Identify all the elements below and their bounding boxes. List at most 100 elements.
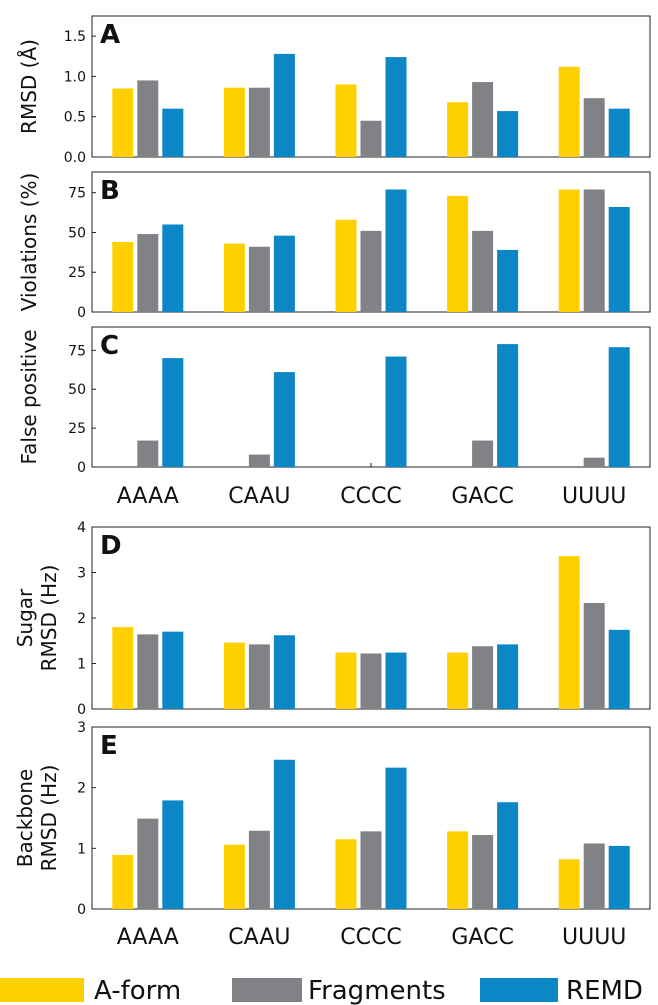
bar-remd-uuuu [608,207,630,312]
y-tick-label: 25 [68,421,86,437]
y-axis-title: False positive [17,329,41,464]
bar-a-form-aaaa [112,88,134,157]
bar-remd-caau [273,53,295,157]
bar-fragments-cccc [360,230,382,312]
category-label-cccc: CCCC [340,484,401,509]
y-axis-title: RMSD (Å) [17,39,41,134]
category-label-caau: CAAU [228,484,290,509]
bar-fragments-caau [248,454,270,467]
bar-remd-caau [273,635,295,709]
bar-remd-gacc [497,802,519,909]
bar-a-form-caau [223,844,245,909]
y-tick-label: 50 [68,382,86,398]
y-axis-title-line: RMSD (Hz) [37,565,61,672]
bar-fragments-uuuu [583,602,605,709]
y-tick-label: 2 [77,781,86,797]
bar-remd-uuuu [608,108,630,157]
panel-b: 0 25 50 75 B Violations (%) [17,171,651,321]
bar-remd-cccc [385,356,407,467]
bar-remd-caau [273,235,295,312]
panel-c: 0 25 50 75 AAAA CAAU CCCC GACC UUUU C False positi… [17,326,651,509]
y-tick-label: 0 [77,460,86,476]
y-tick-label: 1 [77,841,86,857]
y-tick-label: 0 [77,902,86,918]
bar-fragments-aaaa [137,440,159,467]
bar-fragments-caau [248,830,270,909]
bar-a-form-caau [223,243,245,312]
y-tick-label: 1 [77,657,86,673]
bar-a-form-caau [223,87,245,157]
legend-label-remd: REMD [566,976,643,1005]
bar-fragments-aaaa [137,80,159,157]
bar-a-form-cccc [335,839,357,909]
category-label-uuuu: UUUU [562,925,626,950]
panel-e: 0 1 2 3 AAAA CAAU CCCC GACC UUUU E Backbone RMSD (H… [13,720,651,950]
y-axis-title-line: RMSD (Hz) [37,765,61,872]
bar-fragments-uuuu [583,189,605,312]
legend-label-fragments: Fragments [308,976,446,1005]
bar-remd-caau [273,759,295,909]
bar-fragments-aaaa [137,634,159,709]
bar-fragments-cccc [360,120,382,157]
bar-remd-uuuu [608,347,630,467]
bar-remd-aaaa [162,358,184,467]
y-tick-label: 1.5 [64,29,86,45]
bar-a-form-gacc [447,831,469,909]
legend-swatch-fragments [232,978,302,1002]
bar-a-form-aaaa [112,627,134,709]
y-tick-label: 75 [68,343,86,359]
panel-letter: A [100,20,120,50]
panel-letter: D [100,531,122,561]
bar-remd-caau [273,372,295,467]
category-label-aaaa: AAAA [117,925,179,950]
bar-fragments-caau [248,644,270,709]
y-tick-label: 4 [77,520,86,536]
bar-fragments-uuuu [583,457,605,467]
y-tick-label: 50 [68,225,86,241]
legend-swatch-remd [480,978,558,1002]
bar-a-form-aaaa [112,242,134,312]
legend: A-form Fragments REMD [0,976,643,1005]
y-tick-label: 75 [68,186,86,202]
chart-panels: 0.0 0.5 1.0 1.5 A RMSD (Å) 0 25 50 75 B Violations … [13,15,651,950]
bar-remd-cccc [385,57,407,157]
bar-a-form-gacc [447,195,469,312]
bar-a-form-uuuu [558,66,580,157]
bar-remd-uuuu [608,845,630,909]
bar-remd-gacc [497,344,519,467]
bar-fragments-caau [248,246,270,312]
legend-swatch-a-form [0,978,84,1002]
bar-a-form-aaaa [112,855,134,909]
bar-remd-aaaa [162,800,184,909]
panel-letter: B [100,176,120,206]
y-tick-label: 1.0 [64,69,86,85]
bar-remd-aaaa [162,108,184,157]
category-label-caau: CAAU [228,925,290,950]
bar-fragments-cccc [360,653,382,709]
panel-d: 0 1 2 3 4D Sugar RMSD (Hz) [13,520,651,718]
y-tick-label: 0 [77,305,86,321]
bar-remd-gacc [497,644,519,709]
category-label-gacc: GACC [451,484,513,509]
y-tick-label: 25 [68,265,86,281]
y-axis-title: Violations (%) [17,173,41,312]
bar-a-form-gacc [447,652,469,709]
panel-letter: C [100,331,119,361]
bar-fragments-aaaa [137,818,159,909]
bar-fragments-gacc [472,82,494,157]
bar-a-form-cccc [335,652,357,709]
category-label-uuuu: UUUU [562,484,626,509]
bar-fragments-gacc [472,834,494,909]
bar-fragments-gacc [472,646,494,709]
y-tick-label: 0.0 [64,150,86,166]
bar-a-form-uuuu [558,556,580,709]
category-label-gacc: GACC [451,925,513,950]
bar-remd-gacc [497,249,519,312]
bar-remd-cccc [385,767,407,909]
bar-remd-uuuu [608,629,630,709]
y-tick-label: 0 [77,702,86,718]
bar-fragments-uuuu [583,843,605,909]
bar-fragments-gacc [472,230,494,312]
category-label-aaaa: AAAA [117,484,179,509]
